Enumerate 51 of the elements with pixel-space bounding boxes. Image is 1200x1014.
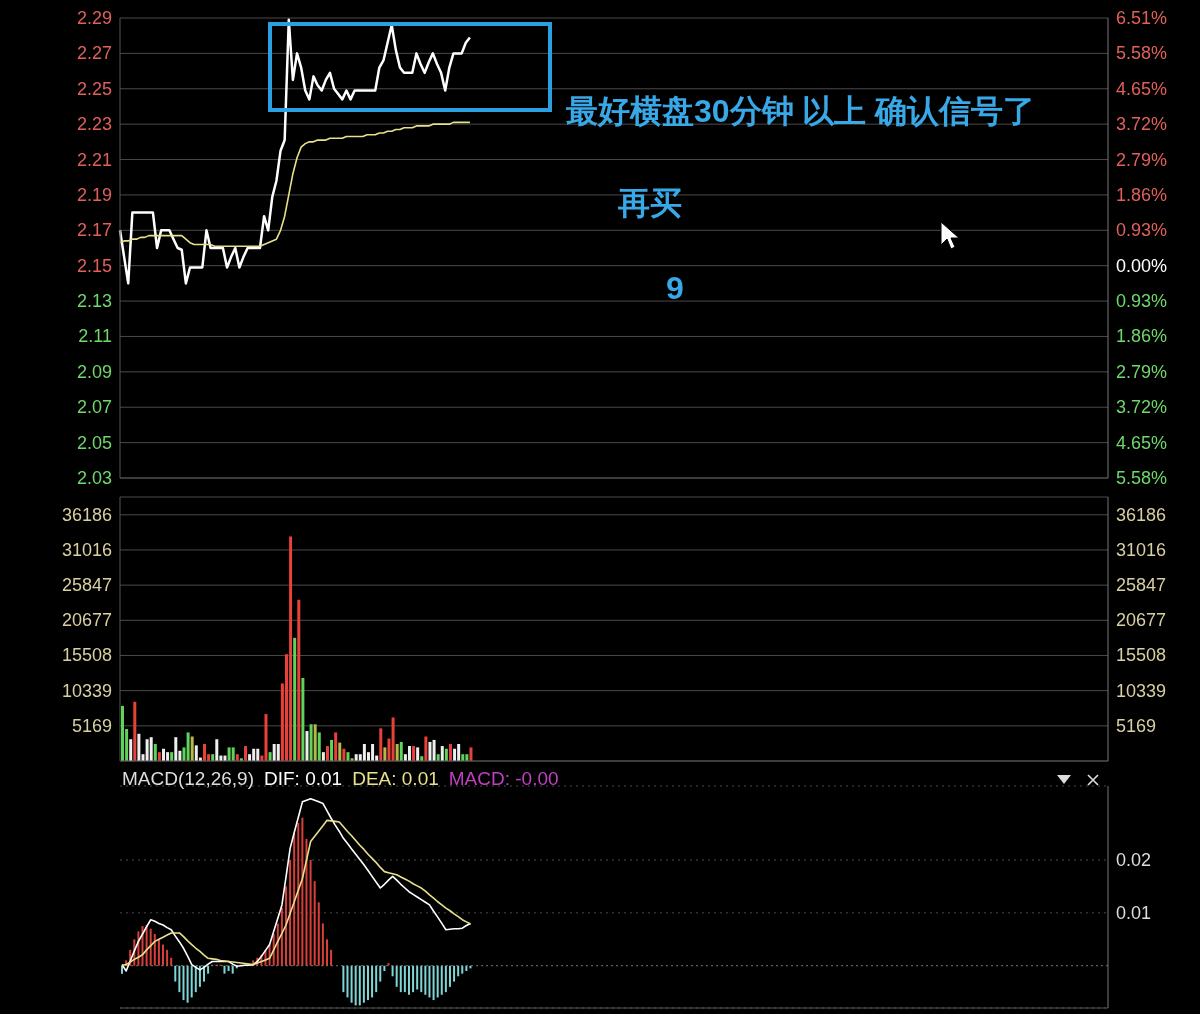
y2-tick-label: 6.51% bbox=[1116, 8, 1168, 28]
y2-tick-label: 36186 bbox=[1116, 504, 1167, 525]
series-label: DEA: 0.01 bbox=[352, 768, 439, 790]
y-tick-label: 36186 bbox=[61, 504, 112, 525]
chart-title: MACD(12,26,9) bbox=[122, 768, 254, 790]
y2-tick-label: 2.79% bbox=[1116, 361, 1168, 382]
y-tick-label: 25847 bbox=[61, 575, 112, 596]
y2-tick-label: 0.02 bbox=[1116, 850, 1152, 870]
y-tick-label: 2.03 bbox=[76, 468, 112, 488]
y2-tick-label: 2.79% bbox=[1116, 149, 1168, 170]
y-tick-label: 2.19 bbox=[76, 184, 112, 205]
annotation: 9 bbox=[666, 270, 684, 307]
y-tick-label: 10339 bbox=[61, 680, 112, 701]
annotation: MACD: -0.00 bbox=[448, 768, 559, 790]
y2-tick-label: 20677 bbox=[1116, 610, 1167, 631]
y-tick-label: 2.25 bbox=[76, 78, 112, 99]
y2-tick-label: 0.93% bbox=[1116, 291, 1168, 312]
y-tick-label: 5169 bbox=[71, 715, 112, 736]
y-tick-label: 2.15 bbox=[76, 255, 112, 276]
y-tick-label: 2.13 bbox=[76, 291, 112, 312]
y2-tick-label: 10339 bbox=[1116, 680, 1167, 701]
y-tick-label: 2.27 bbox=[76, 43, 112, 64]
y2-tick-label: 1.86% bbox=[1116, 184, 1168, 205]
y-tick-label: 2.07 bbox=[76, 397, 112, 418]
y2-tick-label: 5169 bbox=[1116, 715, 1157, 736]
y2-tick-label: 1.86% bbox=[1116, 326, 1168, 347]
y2-tick-label: 3.72% bbox=[1116, 397, 1168, 418]
y-tick-label: 2.09 bbox=[76, 361, 112, 382]
y-tick-label: 2.17 bbox=[76, 220, 112, 241]
y-tick-label: 2.29 bbox=[76, 8, 112, 28]
y-tick-label: 15508 bbox=[61, 645, 112, 666]
series-label: DIF: 0.01 bbox=[264, 768, 343, 790]
y2-tick-label: 4.65% bbox=[1116, 78, 1168, 99]
y-tick-label: 2.05 bbox=[76, 432, 112, 453]
y-tick-label: 31016 bbox=[61, 539, 112, 560]
annotation: 最好横盘30分钟 以上 确认信号了 bbox=[566, 92, 1036, 131]
y-tick-label: 20677 bbox=[61, 610, 112, 631]
y2-tick-label: 5.58% bbox=[1116, 468, 1168, 488]
annotation: 再买 bbox=[618, 184, 682, 223]
y-tick-label: 2.11 bbox=[78, 326, 112, 347]
y2-tick-label: 4.65% bbox=[1116, 432, 1168, 453]
y2-tick-label: 0.01 bbox=[1116, 902, 1152, 923]
y2-tick-label: 25847 bbox=[1116, 575, 1167, 596]
y2-tick-label: 5.58% bbox=[1116, 43, 1168, 64]
y2-tick-label: 31016 bbox=[1116, 539, 1167, 560]
y2-tick-label: 3.72% bbox=[1116, 114, 1168, 135]
y2-tick-label: 15508 bbox=[1116, 645, 1167, 666]
y2-tick-label: 0.00% bbox=[1116, 255, 1168, 276]
y-tick-label: 2.21 bbox=[76, 149, 112, 170]
y-tick-label: 2.23 bbox=[76, 114, 112, 135]
y2-tick-label: 0.93% bbox=[1116, 220, 1168, 241]
